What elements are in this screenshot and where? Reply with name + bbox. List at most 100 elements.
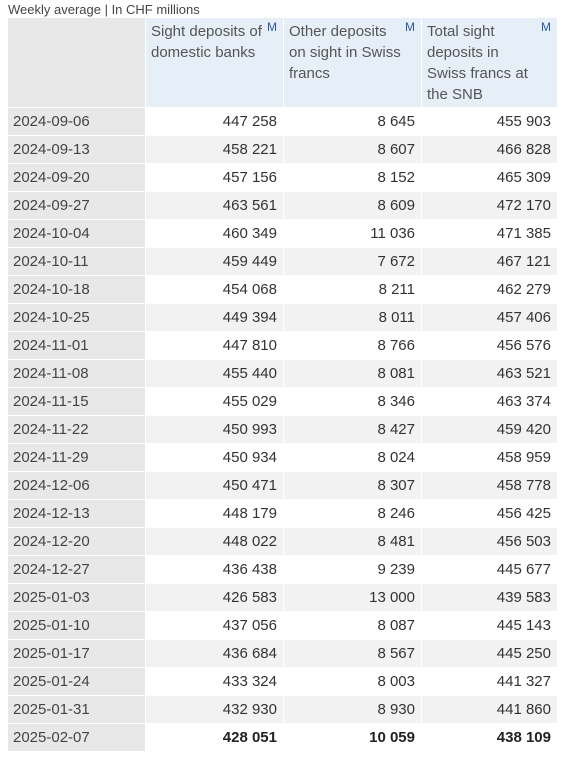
other-deposits-value-cell: 10 059 [283, 723, 421, 751]
domestic-banks-value-cell: 450 993 [145, 415, 283, 443]
domestic-banks-value-cell: 432 930 [145, 695, 283, 723]
row-date-cell: 2024-12-20 [8, 527, 145, 555]
total-sight-deposits-value-cell: 456 576 [421, 331, 557, 359]
domestic-banks-value-cell: 460 349 [145, 219, 283, 247]
domestic-banks-value-cell: 450 934 [145, 443, 283, 471]
table-row: 2024-11-15 455 029 8 346 463 374 [8, 387, 557, 415]
table-row: 2024-09-20 457 156 8 152 465 309 [8, 163, 557, 191]
row-date-cell: 2025-01-10 [8, 611, 145, 639]
other-deposits-value-cell: 8 152 [283, 163, 421, 191]
total-sight-deposits-value-cell: 457 406 [421, 303, 557, 331]
domestic-banks-value-cell: 459 449 [145, 247, 283, 275]
domestic-banks-value-cell: 455 440 [145, 359, 283, 387]
total-sight-deposits-value-cell: 472 170 [421, 191, 557, 219]
domestic-banks-value-cell: 436 438 [145, 555, 283, 583]
metadata-marker-link[interactable]: M [267, 20, 277, 34]
total-sight-deposits-value-cell: 441 860 [421, 695, 557, 723]
table-row: 2025-01-03 426 583 13 000 439 583 [8, 583, 557, 611]
row-date-cell: 2024-11-22 [8, 415, 145, 443]
domestic-banks-value-cell: 457 156 [145, 163, 283, 191]
metadata-marker-link[interactable]: M [541, 20, 551, 34]
total-sight-deposits-value-cell: 459 420 [421, 415, 557, 443]
column-header-domestic-banks: Sight deposits of domestic banks M [145, 18, 283, 107]
table-row: 2024-12-06 450 471 8 307 458 778 [8, 471, 557, 499]
row-date-cell: 2025-01-17 [8, 639, 145, 667]
other-deposits-value-cell: 8 766 [283, 331, 421, 359]
header-corner-cell [8, 18, 145, 107]
other-deposits-value-cell: 8 081 [283, 359, 421, 387]
total-sight-deposits-value-cell: 455 903 [421, 107, 557, 135]
other-deposits-value-cell: 7 672 [283, 247, 421, 275]
row-date-cell: 2024-09-27 [8, 191, 145, 219]
domestic-banks-value-cell: 447 810 [145, 331, 283, 359]
row-date-cell: 2025-02-07 [8, 723, 145, 751]
column-header-label: Sight deposits of domestic banks [151, 23, 262, 61]
header-row: Sight deposits of domestic banks M Other… [8, 18, 557, 107]
other-deposits-value-cell: 8 481 [283, 527, 421, 555]
column-header-other-deposits: Other deposits on sight in Swiss francs … [283, 18, 421, 107]
table-row: 2024-11-22 450 993 8 427 459 420 [8, 415, 557, 443]
column-header-label: Other deposits on sight in Swiss francs [289, 23, 401, 82]
other-deposits-value-cell: 8 645 [283, 107, 421, 135]
row-date-cell: 2024-10-18 [8, 275, 145, 303]
table-row: 2024-12-13 448 179 8 246 456 425 [8, 499, 557, 527]
table-row: 2025-01-17 436 684 8 567 445 250 [8, 639, 557, 667]
domestic-banks-value-cell: 426 583 [145, 583, 283, 611]
other-deposits-value-cell: 8 930 [283, 695, 421, 723]
total-sight-deposits-value-cell: 438 109 [421, 723, 557, 751]
domestic-banks-value-cell: 433 324 [145, 667, 283, 695]
other-deposits-value-cell: 13 000 [283, 583, 421, 611]
total-sight-deposits-value-cell: 456 503 [421, 527, 557, 555]
total-sight-deposits-value-cell: 458 959 [421, 443, 557, 471]
other-deposits-value-cell: 8 211 [283, 275, 421, 303]
other-deposits-value-cell: 8 307 [283, 471, 421, 499]
row-date-cell: 2024-12-27 [8, 555, 145, 583]
domestic-banks-value-cell: 458 221 [145, 135, 283, 163]
total-sight-deposits-value-cell: 445 250 [421, 639, 557, 667]
domestic-banks-value-cell: 450 471 [145, 471, 283, 499]
table-row: 2025-01-31 432 930 8 930 441 860 [8, 695, 557, 723]
row-date-cell: 2024-11-29 [8, 443, 145, 471]
sight-deposits-table: Sight deposits of domestic banks M Other… [8, 18, 557, 751]
domestic-banks-value-cell: 436 684 [145, 639, 283, 667]
table-row: 2024-10-04 460 349 11 036 471 385 [8, 219, 557, 247]
other-deposits-value-cell: 8 427 [283, 415, 421, 443]
total-sight-deposits-value-cell: 462 279 [421, 275, 557, 303]
total-sight-deposits-value-cell: 466 828 [421, 135, 557, 163]
table-row: 2024-11-29 450 934 8 024 458 959 [8, 443, 557, 471]
domestic-banks-value-cell: 448 179 [145, 499, 283, 527]
total-sight-deposits-value-cell: 463 374 [421, 387, 557, 415]
table-row: 2025-01-24 433 324 8 003 441 327 [8, 667, 557, 695]
table-row: 2024-09-27 463 561 8 609 472 170 [8, 191, 557, 219]
row-date-cell: 2024-12-13 [8, 499, 145, 527]
domestic-banks-value-cell: 454 068 [145, 275, 283, 303]
domestic-banks-value-cell: 463 561 [145, 191, 283, 219]
domestic-banks-value-cell: 437 056 [145, 611, 283, 639]
row-date-cell: 2024-09-06 [8, 107, 145, 135]
total-sight-deposits-value-cell: 456 425 [421, 499, 557, 527]
table-caption: Weekly average | In CHF millions [8, 2, 200, 17]
table-row: 2024-12-27 436 438 9 239 445 677 [8, 555, 557, 583]
row-date-cell: 2025-01-24 [8, 667, 145, 695]
total-sight-deposits-value-cell: 445 677 [421, 555, 557, 583]
table-row: 2024-12-20 448 022 8 481 456 503 [8, 527, 557, 555]
table-row: 2025-02-07 428 051 10 059 438 109 [8, 723, 557, 751]
table-row: 2024-09-13 458 221 8 607 466 828 [8, 135, 557, 163]
row-date-cell: 2024-09-20 [8, 163, 145, 191]
table-body: 2024-09-06 447 258 8 645 455 903 2024-09-13 4… [8, 107, 557, 751]
row-date-cell: 2024-11-01 [8, 331, 145, 359]
table-row: 2025-01-10 437 056 8 087 445 143 [8, 611, 557, 639]
other-deposits-value-cell: 8 609 [283, 191, 421, 219]
table-row: 2024-09-06 447 258 8 645 455 903 [8, 107, 557, 135]
domestic-banks-value-cell: 448 022 [145, 527, 283, 555]
other-deposits-value-cell: 8 024 [283, 443, 421, 471]
table-row: 2024-11-01 447 810 8 766 456 576 [8, 331, 557, 359]
column-header-label: Total sight deposits in Swiss francs at … [427, 23, 528, 103]
row-date-cell: 2025-01-31 [8, 695, 145, 723]
domestic-banks-value-cell: 449 394 [145, 303, 283, 331]
table-row: 2024-11-08 455 440 8 081 463 521 [8, 359, 557, 387]
other-deposits-value-cell: 8 567 [283, 639, 421, 667]
total-sight-deposits-value-cell: 445 143 [421, 611, 557, 639]
metadata-marker-link[interactable]: M [405, 20, 415, 34]
row-date-cell: 2025-01-03 [8, 583, 145, 611]
